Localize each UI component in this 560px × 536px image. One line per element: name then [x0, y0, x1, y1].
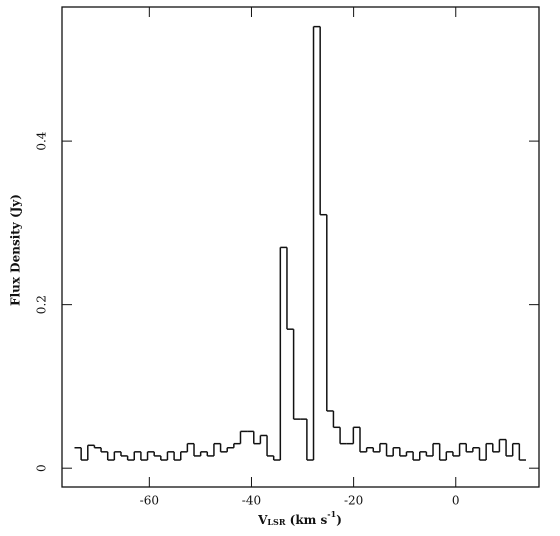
x-axis-label: VLSR (km s-1) [257, 509, 342, 527]
x-tick-label: -20 [344, 494, 363, 508]
y-tick-label: 0 [35, 464, 49, 472]
x-label-main: V [257, 513, 268, 527]
x-label-sub: LSR [267, 517, 285, 527]
x-label-sup: -1 [327, 509, 336, 519]
x-tick-label: -60 [140, 494, 159, 508]
y-axis-label: Flux Density (Jy) [9, 194, 23, 306]
plot-frame [61, 6, 540, 488]
y-tick-label: 0.2 [35, 295, 49, 314]
x-label-end: ) [336, 513, 342, 527]
y-tick-label: 0.4 [35, 131, 49, 150]
x-tick-label: -40 [242, 494, 261, 508]
x-label-rest: (km s [285, 513, 327, 527]
x-tick-label: 0 [452, 494, 460, 508]
